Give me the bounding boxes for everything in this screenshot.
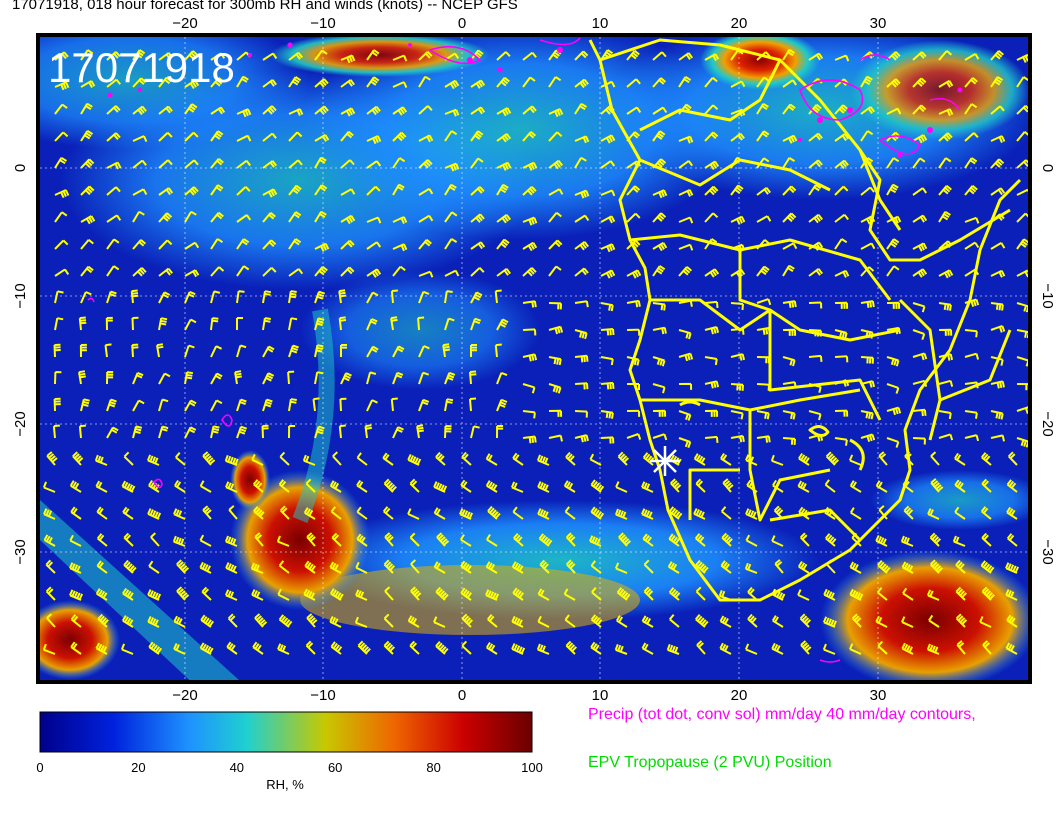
- colorbar-label: RH, %: [266, 777, 304, 792]
- colorbar-tick-label: 20: [131, 760, 146, 775]
- lon-tick-label-top: 30: [870, 15, 887, 32]
- colorbar-tick-label: 80: [426, 760, 441, 775]
- lon-tick-label-bottom: 20: [731, 687, 748, 700]
- colorbar-tick-label: 40: [229, 760, 245, 775]
- map-title: 17071918, 018 hour forecast for 300mb RH…: [12, 0, 518, 13]
- tropopause-caption: EPV Tropopause (2 PVU) Position: [588, 754, 832, 771]
- precip-contours: [87, 37, 961, 663]
- colorbar-tick-label: 0: [36, 760, 44, 775]
- lat-tick-label-right: −10: [1039, 283, 1056, 308]
- lat-tick-label-left: −10: [12, 283, 29, 308]
- lon-tick-label-bottom: 0: [458, 687, 466, 700]
- lat-tick-label-right: −20: [1039, 411, 1056, 436]
- lat-tick-label-left: −20: [12, 411, 29, 436]
- lon-tick-label-top: −20: [172, 15, 197, 32]
- lon-tick-label-top: 10: [592, 15, 609, 32]
- lat-tick-label-right: −30: [1039, 539, 1056, 564]
- station-marker: [650, 446, 680, 476]
- lat-tick-label-left: −30: [12, 539, 29, 564]
- wind-barbs: [42, 48, 1028, 655]
- lon-tick-label-bottom: −20: [172, 687, 197, 700]
- lon-tick-label-top: 20: [731, 15, 748, 32]
- lon-tick-label-bottom: 30: [870, 687, 887, 700]
- colorbar-tick-label: 60: [327, 760, 343, 775]
- lon-tick-label-top: −10: [310, 15, 335, 32]
- colorbar-tick-label: 100: [521, 760, 543, 775]
- lon-tick-label-bottom: −10: [310, 687, 335, 700]
- precip-caption: Precip (tot dot, conv sol) mm/day 40 mm/…: [588, 706, 976, 723]
- lon-tick-label-bottom: 10: [592, 687, 609, 700]
- lat-tick-label-right: 0: [1039, 164, 1056, 172]
- rh-colorbar: [39, 711, 533, 753]
- forecast-map: 17071918 −20 −20 −10 −10 0 0 10 10 20 20 30 30 0 0 −10…: [12, 15, 1056, 700]
- map-canvas: 17071918: [40, 37, 1028, 680]
- axis-labels: −20 −20 −10 −10 0 0 10 10 20 20 30 30 0 0 −10 −10 −20 −20…: [12, 15, 1056, 700]
- lat-tick-label-left: 0: [12, 164, 29, 172]
- lon-tick-label-top: 0: [458, 15, 466, 32]
- date-stamp: 17071918: [48, 44, 235, 91]
- coastlines: [588, 38, 1022, 602]
